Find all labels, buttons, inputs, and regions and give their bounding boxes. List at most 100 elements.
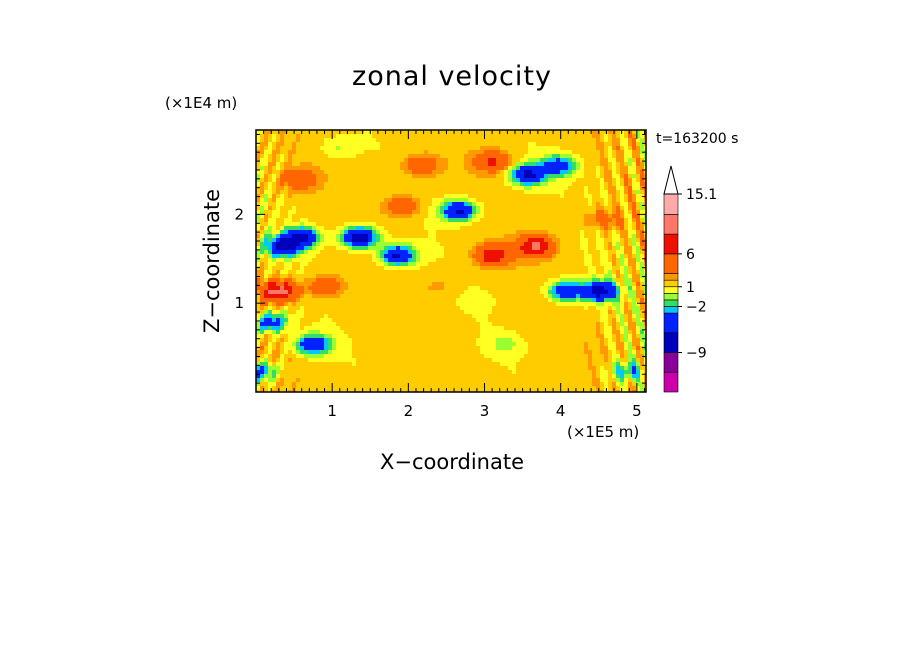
- field-cell: [612, 150, 617, 155]
- field-cell: [300, 294, 305, 299]
- field-cell: [320, 306, 325, 311]
- field-cell: [532, 262, 537, 267]
- field-cell: [612, 218, 617, 223]
- field-cell: [484, 290, 489, 295]
- field-cell: [472, 218, 477, 223]
- field-cell: [452, 150, 457, 155]
- field-cell: [360, 278, 365, 283]
- field-cell: [432, 198, 437, 203]
- field-cell: [572, 322, 577, 327]
- field-cell: [404, 134, 409, 139]
- field-cell: [556, 206, 561, 211]
- field-cell: [328, 254, 333, 259]
- field-cell: [592, 210, 597, 215]
- field-cell: [376, 190, 381, 195]
- field-cell: [308, 146, 313, 151]
- field-cell: [264, 202, 269, 207]
- field-cell: [572, 266, 577, 271]
- field-cell: [456, 306, 461, 311]
- field-cell: [260, 170, 265, 175]
- field-cell: [420, 138, 425, 143]
- field-cell: [632, 178, 637, 183]
- field-cell: [284, 194, 289, 199]
- field-cell: [520, 142, 525, 147]
- field-cell: [428, 262, 433, 267]
- field-cell: [516, 190, 521, 195]
- field-cell: [632, 258, 637, 263]
- field-cell: [380, 198, 385, 203]
- field-cell: [360, 174, 365, 179]
- field-cell: [548, 270, 553, 275]
- field-cell: [544, 310, 549, 315]
- field-cell: [300, 230, 305, 235]
- field-cell: [600, 146, 605, 151]
- field-cell: [464, 302, 469, 307]
- field-cell: [260, 238, 265, 243]
- field-cell: [300, 162, 305, 167]
- field-cell: [368, 250, 373, 255]
- field-cell: [368, 230, 373, 235]
- field-cell: [604, 242, 609, 247]
- field-cell: [408, 302, 413, 307]
- field-cell: [276, 214, 281, 219]
- field-cell: [440, 186, 445, 191]
- field-cell: [336, 134, 341, 139]
- field-cell: [372, 302, 377, 307]
- field-cell: [424, 190, 429, 195]
- field-cell: [316, 262, 321, 267]
- field-cell: [508, 274, 513, 279]
- field-cell: [292, 234, 297, 239]
- field-cell: [404, 154, 409, 159]
- field-cell: [604, 250, 609, 255]
- field-cell: [564, 306, 569, 311]
- field-cell: [356, 250, 361, 255]
- field-cell: [460, 178, 465, 183]
- field-cell: [556, 294, 561, 299]
- field-cell: [496, 310, 501, 315]
- field-cell: [436, 206, 441, 211]
- field-cell: [604, 262, 609, 267]
- field-cell: [624, 298, 629, 303]
- field-cell: [520, 190, 525, 195]
- field-cell: [284, 198, 289, 203]
- field-cell: [304, 142, 309, 147]
- field-cell: [464, 218, 469, 223]
- field-cell: [428, 238, 433, 243]
- field-cell: [624, 146, 629, 151]
- field-cell: [436, 314, 441, 319]
- field-cell: [312, 142, 317, 147]
- field-cell: [452, 254, 457, 259]
- field-cell: [492, 306, 497, 311]
- field-cell: [640, 174, 645, 179]
- field-cell: [356, 306, 361, 311]
- field-cell: [296, 254, 301, 259]
- field-cell: [620, 322, 625, 327]
- field-cell: [584, 218, 589, 223]
- field-cell: [412, 194, 417, 199]
- field-cell: [524, 330, 529, 335]
- field-cell: [468, 154, 473, 159]
- field-cell: [512, 186, 517, 191]
- field-cell: [256, 314, 261, 319]
- field-cell: [404, 150, 409, 155]
- field-cell: [596, 158, 601, 163]
- field-cell: [624, 274, 629, 279]
- field-cell: [624, 294, 629, 299]
- field-cell: [428, 318, 433, 323]
- field-cell: [564, 314, 569, 319]
- field-cell: [444, 210, 449, 215]
- field-cell: [464, 250, 469, 255]
- field-cell: [280, 302, 285, 307]
- field-cell: [620, 150, 625, 155]
- field-cell: [620, 282, 625, 287]
- field-cell: [560, 138, 565, 143]
- field-cell: [588, 218, 593, 223]
- field-cell: [420, 246, 425, 251]
- field-cell: [328, 210, 333, 215]
- field-cell: [504, 298, 509, 303]
- field-cell: [568, 154, 573, 159]
- field-cell: [432, 150, 437, 155]
- field-cell: [488, 286, 493, 291]
- field-cell: [600, 310, 605, 315]
- field-cell: [292, 146, 297, 151]
